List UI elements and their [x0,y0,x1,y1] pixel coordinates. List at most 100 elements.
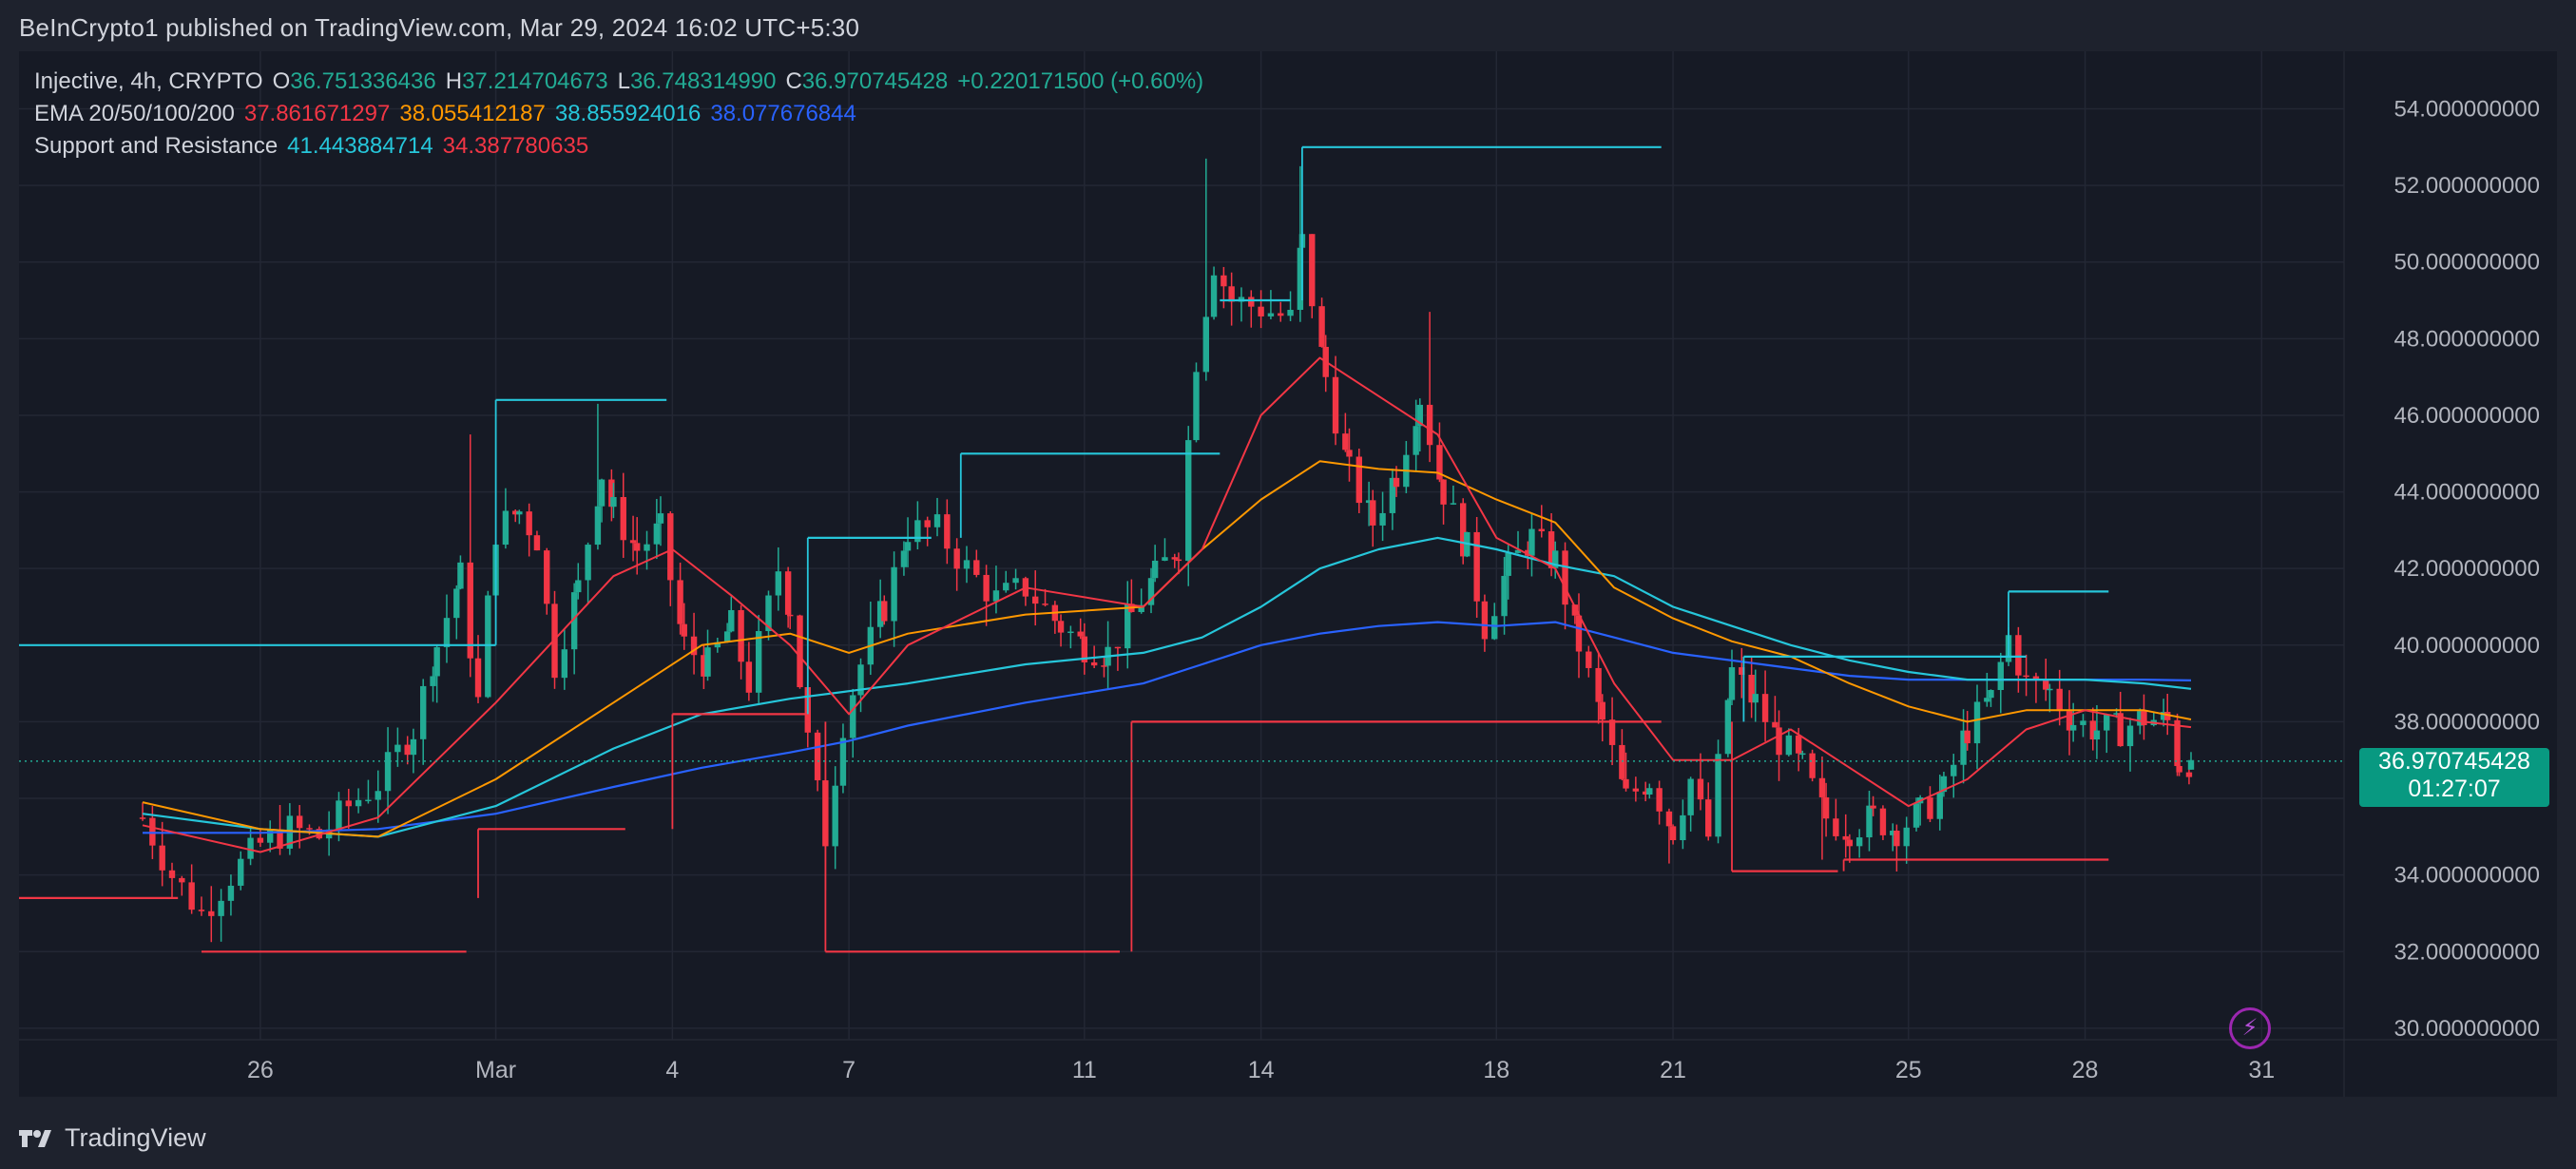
candle-body [914,520,921,543]
candle-body [1318,306,1325,347]
legend-symbol[interactable]: Injective, 4h, CRYPTO [34,68,263,94]
candle-body [992,590,1000,602]
y-tick-label: 44.000000000 [2394,480,2541,506]
candle-body [1642,791,1649,795]
candle-body [1705,799,1712,837]
candle-body [765,595,772,632]
candle-body [179,877,185,883]
x-tick-label: 7 [842,1057,855,1083]
candle-body [2187,759,2195,770]
candle-body [857,664,864,696]
tradingview-logo[interactable]: TradingView [19,1123,206,1153]
candle-body [1822,796,1830,819]
candle-body [1619,744,1625,779]
legend-support-resistance: Support and Resistance 41.443884714 34.387… [34,133,598,160]
candle-body [551,604,558,679]
candle-body [1067,631,1074,634]
legend-close-value: 36.970745428 [801,68,949,94]
candle-body [1258,306,1264,316]
candle-body [238,858,244,886]
candle-body [1355,456,1363,504]
candle-body [1379,512,1386,526]
candle-body [2056,688,2063,712]
candle-body [644,544,650,551]
candle-body [159,845,165,871]
legend-sr-label[interactable]: Support and Resistance [34,133,279,159]
price-chart[interactable]: 30.00000000032.00000000034.00000000036.0… [19,51,2557,1097]
candle-body [775,571,782,596]
candle-body [728,609,735,632]
candle-body [1440,479,1447,505]
candle-body [797,615,803,688]
candle-body [677,580,683,624]
chart-area[interactable]: 30.00000000032.00000000034.00000000036.0… [19,51,2557,1097]
legend-close-label: C [785,68,802,94]
candle-body [2117,713,2124,747]
candle-body [2176,766,2182,773]
candle-body [620,496,626,541]
candle-body [1608,719,1616,745]
legend-open-label: O [272,68,291,94]
candle-body [1505,552,1511,576]
candle-body [2023,675,2029,678]
candle-body [1739,667,1745,675]
candle-body [1562,550,1568,605]
candle-body [924,520,931,527]
candle-body [714,642,721,648]
candle-body [1193,372,1200,441]
candle-body [629,540,637,544]
candle-body [2032,676,2040,680]
candle-body [1003,583,1009,591]
candle-body [1960,730,1967,765]
candle-body [430,676,436,686]
candle-body [1450,503,1457,505]
candle-body [585,545,591,581]
candle-body [1748,674,1755,703]
candle-body [850,695,856,738]
candle-body [1365,500,1373,504]
candle-body [1202,316,1210,373]
legend-high-value: 37.214704673 [462,68,608,94]
candle-body [526,511,532,536]
candle-body [1501,575,1508,617]
candle-body [1890,830,1896,835]
candle-body [2069,724,2077,731]
candle-body [598,479,606,507]
candle-body [1151,560,1159,579]
candle-body [738,609,744,662]
candle-body [1997,661,2004,691]
x-tick-label: Mar [475,1057,516,1083]
candle-body [355,799,362,807]
candle-body [1278,313,1284,316]
candle-body [1656,788,1663,812]
candle-body [1171,557,1178,560]
y-tick-label: 40.000000000 [2394,633,2541,659]
candle-body [1936,792,1943,819]
legend-ema-label[interactable]: EMA 20/50/100/200 [34,101,235,126]
candle-body [1342,433,1349,450]
candle-body [832,785,838,847]
candle-body [787,614,794,617]
candle-body [594,506,602,546]
lightning-icon[interactable]: ⚡ [2229,1007,2271,1049]
candle-body [1623,778,1629,789]
candle-body [1940,776,1948,793]
candle-body [1855,837,1863,847]
candle-body [336,800,342,830]
candle-body [2113,713,2120,715]
candle-body [681,623,687,637]
candle-body [1138,604,1144,613]
candle-body [1081,636,1088,662]
candle-body [2093,730,2101,740]
candle-body [881,601,888,622]
candle-body [1525,549,1531,556]
candle-body [1538,528,1545,532]
candle-body [1460,503,1467,557]
candle-body [570,592,578,650]
ema20-line [142,356,2192,853]
candle-body [2066,711,2073,731]
candle-body [1491,616,1498,640]
legend-open-value: 36.751336436 [290,68,436,94]
candle-body [443,618,451,647]
